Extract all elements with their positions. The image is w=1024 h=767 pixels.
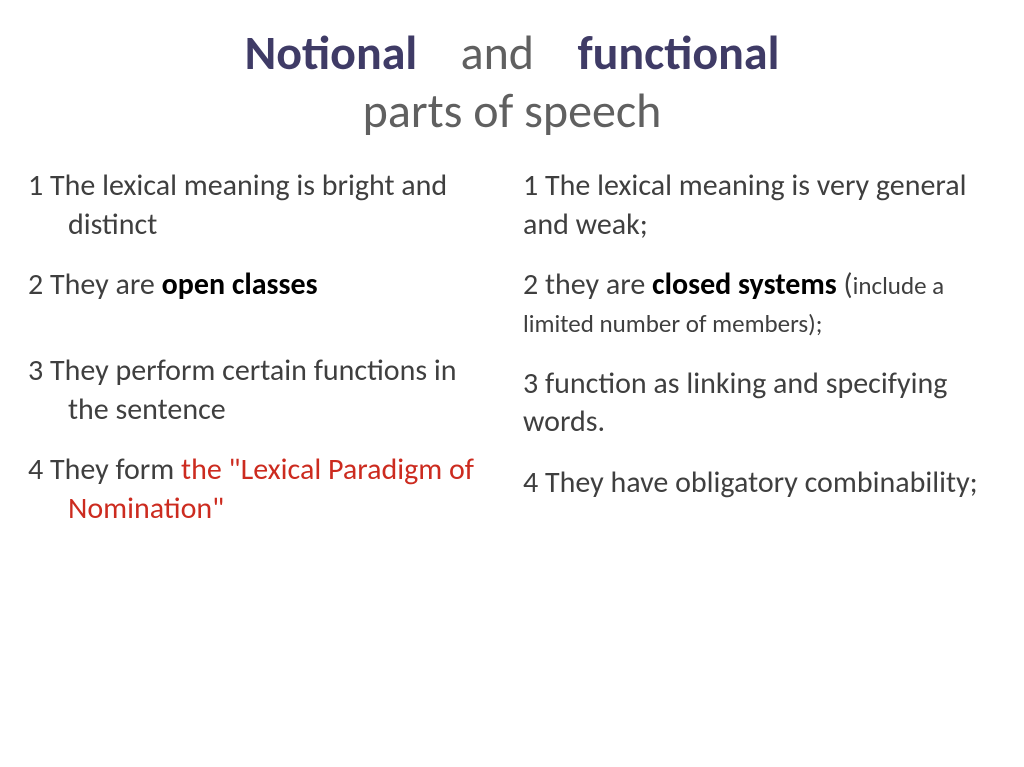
left-item-4: 4 They form the "Lexical Paradigm of Nom… [28, 451, 501, 528]
left-item-2: 2 They are open classes [28, 266, 501, 304]
right-item-2-text: 2 they are [523, 266, 652, 303]
left-item-4-text: 4 They form [28, 451, 181, 488]
right-item-2-bold: closed systems [652, 266, 837, 303]
left-item-1: 1 The lexical meaning is bright and dist… [28, 167, 501, 244]
slide: Notional and functional parts of speech … [0, 0, 1024, 767]
right-item-2-paren: ( [837, 266, 853, 303]
title-word-notional: Notional [245, 23, 418, 82]
columns: 1 The lexical meaning is bright and dist… [28, 167, 996, 528]
right-item-2: 2 they are closed systems (include a lim… [523, 266, 996, 343]
left-item-3: 3 They perform certain functions in the … [28, 352, 501, 429]
right-item-1: 1 The lexical meaning is very general an… [523, 167, 996, 244]
title-word-functional: functional [577, 23, 779, 82]
column-functional: 1 The lexical meaning is very general an… [523, 167, 996, 528]
left-item-2-bold: open classes [162, 266, 318, 303]
title-join: and [417, 23, 577, 82]
right-item-3: 3 function as linking and specifying wor… [523, 365, 996, 442]
left-item-2-text: 2 They are [28, 266, 162, 303]
title-line2: parts of speech [28, 82, 996, 140]
column-notional: 1 The lexical meaning is bright and dist… [28, 167, 501, 528]
right-item-4: 4 They have obligatory combinability; [523, 464, 996, 502]
slide-title: Notional and functional parts of speech [28, 24, 996, 139]
